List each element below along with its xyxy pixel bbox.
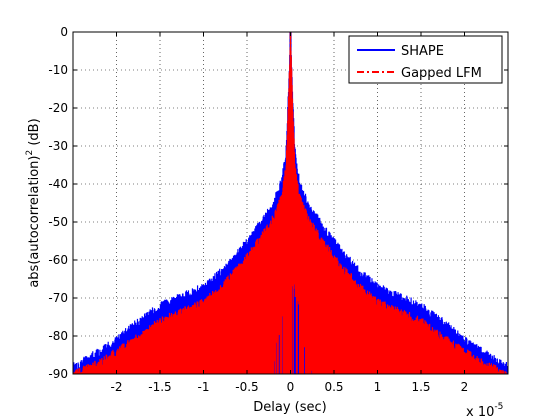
y-tick-label: -10	[48, 63, 68, 77]
x-tick-label: 1.5	[411, 380, 430, 394]
axis-ticks: -2 -1.5 -1 -0.5 0 0.5 1 1.5 2 0 -10 -20 -30 -40 -50 -60…	[48, 25, 508, 394]
y-axis-label-power: 2	[25, 150, 35, 156]
y-axis-label-main: abs(autocorrelation)	[27, 156, 42, 288]
y-tick-label: -50	[48, 215, 68, 229]
x-tick-label: 0.5	[324, 380, 343, 394]
x-tick-label: -0.5	[235, 380, 258, 394]
series-layer	[73, 32, 508, 374]
series-gapped-lfm	[73, 32, 508, 374]
y-tick-label: -40	[48, 177, 68, 191]
y-tick-label: -60	[48, 253, 68, 267]
y-tick-label: -20	[48, 101, 68, 115]
x-tick-label: -1.5	[148, 380, 171, 394]
y-tick-label: -30	[48, 139, 68, 153]
x-tick-label: 1	[374, 380, 382, 394]
legend-label-gapped-lfm: Gapped LFM	[401, 66, 482, 81]
x-axis-exponent: x 10-5	[466, 402, 503, 420]
legend-label-shape: SHAPE	[401, 44, 444, 59]
x-axis-label: Delay (sec)	[253, 400, 326, 415]
x-axis-exponent-base: x 10	[466, 405, 494, 420]
y-tick-label: -70	[48, 291, 68, 305]
x-tick-label: 0	[287, 380, 295, 394]
y-axis-label-unit: (dB)	[27, 118, 42, 149]
legend: SHAPE Gapped LFM	[348, 35, 503, 84]
x-axis-exponent-power: -5	[494, 402, 503, 412]
y-tick-label: -80	[48, 329, 68, 343]
y-tick-label: -90	[48, 367, 68, 381]
x-tick-label: -1	[198, 380, 210, 394]
x-tick-label: 2	[461, 380, 469, 394]
legend-box	[348, 35, 503, 84]
y-axis-label: abs(autocorrelation)2 (dB)	[25, 118, 42, 287]
y-tick-label: 0	[60, 25, 68, 39]
x-tick-label: -2	[111, 380, 123, 394]
series-line-gapped-lfm	[73, 38, 508, 374]
